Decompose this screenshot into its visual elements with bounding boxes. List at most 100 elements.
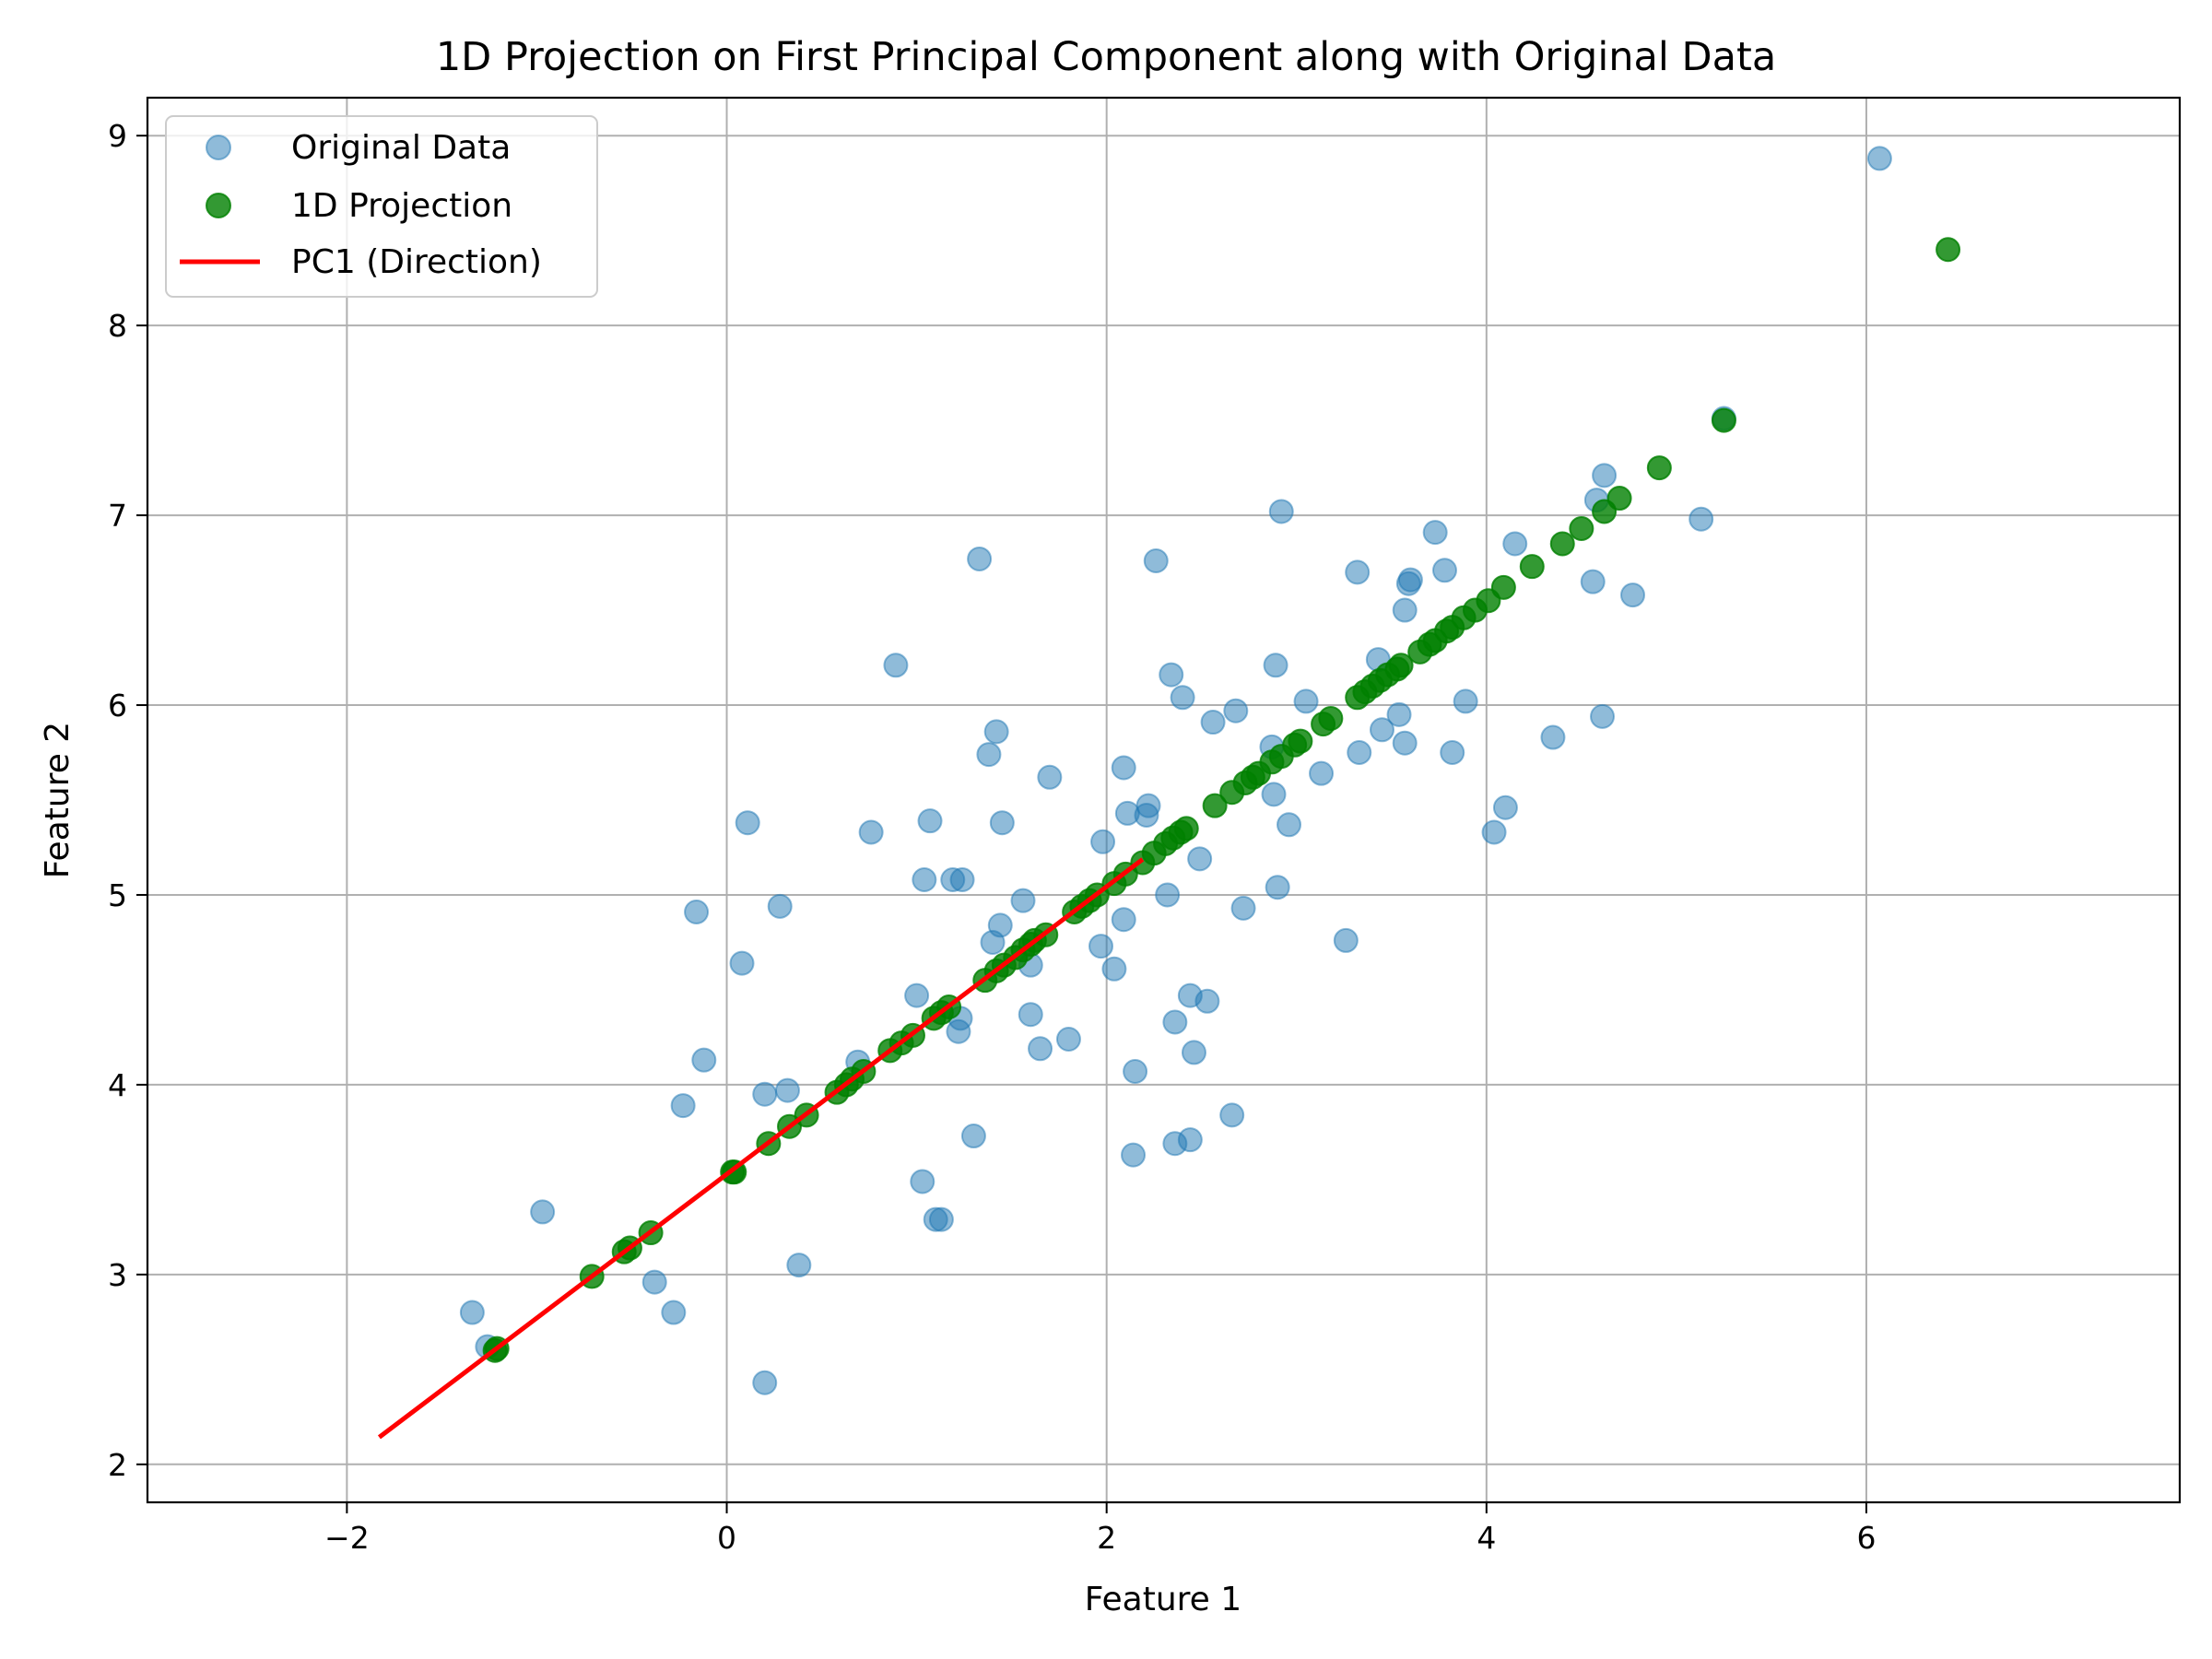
original-data-point <box>912 866 937 892</box>
original-data-point <box>917 808 943 834</box>
x-axis-ticks: −2 0 2 4 6 <box>324 1502 1876 1556</box>
original-data-point <box>983 719 1009 745</box>
original-data-point <box>1219 1102 1245 1128</box>
original-data-point <box>1502 531 1528 557</box>
legend: Original Data 1D Projection PC1 (Directi… <box>165 115 598 298</box>
y-tick-label: 7 <box>108 498 127 534</box>
original-data-point <box>1540 724 1566 750</box>
original-data-point <box>459 1300 485 1325</box>
original-data-point <box>691 1047 717 1073</box>
chart-title: 1D Projection on First Principal Compone… <box>436 34 1776 80</box>
pc1-line <box>377 857 1145 1440</box>
x-tick-label: −2 <box>324 1520 370 1556</box>
original-data-point <box>1580 569 1606 594</box>
original-data-point <box>1018 1002 1043 1028</box>
original-data-point <box>1037 764 1063 790</box>
original-data-point <box>786 1253 812 1278</box>
original-data-point <box>752 1081 778 1107</box>
y-tick-label: 8 <box>108 308 127 344</box>
original-data-point <box>949 866 975 892</box>
projection-point <box>1202 793 1228 818</box>
original-data-point <box>883 653 909 678</box>
original-data-point <box>1177 1127 1203 1153</box>
projection-point <box>1288 728 1313 754</box>
y-tick-label: 2 <box>108 1447 127 1483</box>
original-data-point <box>1369 717 1394 743</box>
projection-point <box>1318 705 1344 731</box>
original-data-point <box>1397 567 1423 593</box>
plot-frame <box>146 96 2182 1504</box>
projection-point <box>1936 237 1961 263</box>
projection-point <box>1711 407 1736 433</box>
original-data-point <box>1155 882 1181 908</box>
original-data-point <box>767 893 793 919</box>
original-data-point <box>1111 755 1136 781</box>
original-data-point <box>1347 740 1372 766</box>
projection-point <box>1569 515 1594 541</box>
original-data-point <box>1345 559 1371 585</box>
original-data-point <box>989 810 1015 836</box>
original-data-point <box>1090 829 1116 854</box>
original-data-point <box>1194 988 1220 1014</box>
x-tick-label: 6 <box>1856 1520 1876 1556</box>
original-data-point <box>1392 730 1418 756</box>
x-axis-label: Feature 1 <box>1085 1581 1241 1618</box>
y-tick-label: 5 <box>108 877 127 913</box>
original-data-point <box>1123 1059 1148 1085</box>
original-data-point <box>858 819 884 845</box>
original-data-point <box>1431 558 1457 583</box>
original-data-point <box>1481 819 1507 845</box>
original-data-point <box>1620 582 1646 608</box>
y-axis-label: Feature 2 <box>39 722 76 878</box>
original-data-point <box>1386 701 1412 727</box>
original-data-point <box>928 1206 954 1232</box>
original-data-point <box>1101 956 1127 982</box>
original-data-point <box>904 982 930 1008</box>
original-data-point <box>684 900 710 925</box>
original-data-point <box>1111 907 1136 933</box>
original-data-point <box>1028 1036 1053 1062</box>
projection-point <box>1646 455 1672 481</box>
original-data-point <box>1866 146 1892 171</box>
y-gridlines <box>147 135 2180 1465</box>
original-data-point <box>1592 463 1618 488</box>
legend-box <box>165 115 598 298</box>
original-data-point <box>670 1093 696 1119</box>
original-data-point <box>1010 888 1036 913</box>
x-gridlines <box>346 98 1867 1502</box>
original-data-point <box>641 1269 667 1295</box>
projection-point <box>1173 816 1199 841</box>
pc1-direction-line <box>377 857 1145 1440</box>
original-data-point <box>1277 812 1302 838</box>
original-data-point <box>1088 934 1113 959</box>
original-data-point <box>752 1370 778 1395</box>
original-data-point <box>1309 760 1335 786</box>
original-data-point <box>1159 662 1184 688</box>
original-data-point <box>1263 653 1288 678</box>
original-data-point <box>1453 688 1478 714</box>
legend-marker-original-data <box>206 135 231 160</box>
original-data-point <box>1055 1026 1081 1052</box>
original-data-point <box>1422 520 1448 546</box>
original-data-point <box>1268 499 1294 524</box>
y-tick-label: 6 <box>108 688 127 724</box>
original-data-point <box>1440 740 1465 766</box>
original-data-point <box>1688 506 1714 532</box>
legend-label-projection: 1D Projection <box>291 187 512 225</box>
original-data-point <box>1181 1040 1206 1065</box>
projection-point <box>1606 486 1632 512</box>
original-data-point <box>1261 782 1287 807</box>
original-data-point <box>967 546 993 571</box>
original-data-point <box>1265 875 1290 900</box>
y-tick-label: 9 <box>108 118 127 154</box>
original-data-point <box>1590 703 1616 729</box>
original-data-point <box>774 1077 800 1103</box>
y-axis-ticks: 2 3 4 5 6 7 8 9 <box>108 118 147 1483</box>
original-data-point <box>1223 698 1249 724</box>
original-data-point <box>1187 846 1213 872</box>
y-tick-label: 4 <box>108 1067 127 1103</box>
y-tick-label: 3 <box>108 1257 127 1293</box>
original-data-point <box>1392 597 1418 623</box>
legend-marker-projection <box>206 193 231 218</box>
